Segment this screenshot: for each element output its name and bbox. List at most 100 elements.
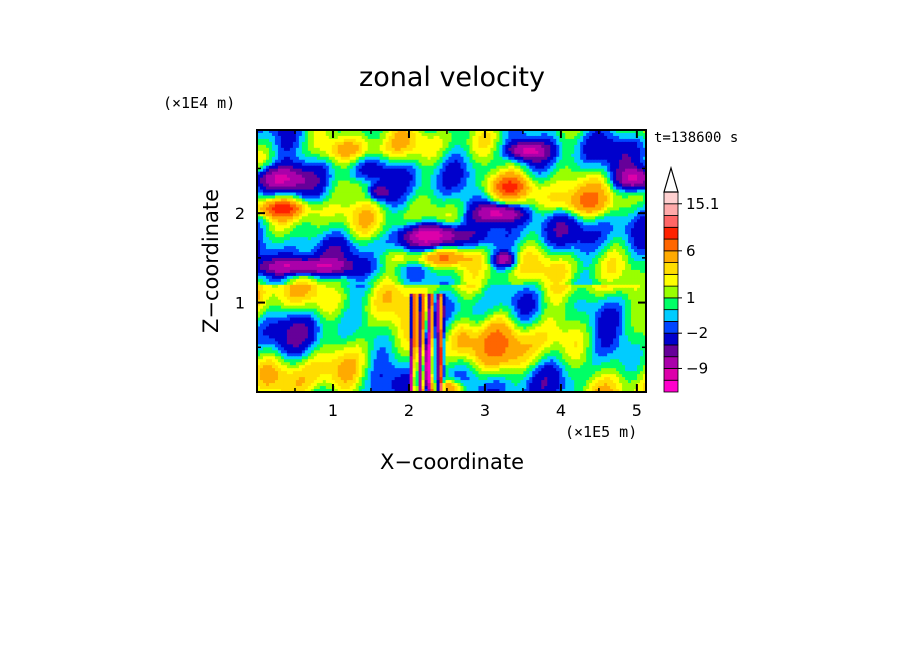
contour-cell [349,135,354,140]
contour-cell [496,204,500,209]
contour-cell [292,174,297,179]
contour-cell [289,135,294,140]
contour-cell [418,228,423,232]
contour-cell [370,147,375,152]
contour-cell [340,204,345,209]
contour-cell [430,225,435,229]
contour-cell [505,135,509,140]
contour-cell [337,156,342,161]
contour-cell [265,186,270,191]
contour-cell [556,198,560,203]
contour-cell [523,130,527,134]
contour-cell [523,162,527,167]
contour-cell [442,174,447,179]
contour-cell [523,240,527,244]
contour-cell [391,171,396,176]
contour-cell [274,138,279,143]
contour-cell [508,183,512,188]
contour-cell [265,225,270,229]
contour-cell [265,183,270,188]
contour-cell [475,153,480,158]
contour-cell [568,153,572,158]
contour-cell [538,192,542,197]
contour-cell [412,159,417,164]
contour-cell [586,162,590,167]
contour-cell [280,159,285,164]
contour-cell [349,159,354,164]
contour-cell [418,204,423,209]
contour-cell [577,240,581,244]
contour-cell [460,240,465,244]
contour-cell [535,183,539,188]
contour-cell [358,240,363,244]
contour-cell [514,171,518,176]
contour-cell [427,204,432,209]
contour-cell [286,183,291,188]
contour-cell [568,189,572,194]
contour-cell [379,243,384,247]
contour-cell [466,189,471,194]
contour-cell [286,168,291,173]
contour-cell [391,130,396,134]
contour-cell [325,130,330,134]
contour-cell [628,180,632,185]
contour-cell [601,210,605,214]
contour-cell [580,189,584,194]
contour-cell [283,177,288,182]
contour-cell [436,207,441,211]
contour-cell [394,177,399,182]
contour-cell [472,186,477,191]
contour-cell [310,243,315,247]
contour-cell [257,213,261,217]
contour-cell [301,240,306,244]
contour-cell [277,147,282,152]
contour-cell [262,192,267,197]
contour-cell [613,207,617,211]
contour-cell [343,180,348,185]
contour-cell [298,207,303,211]
contour-cell [580,171,584,176]
contour-cell [277,240,282,244]
contour-cell [280,153,285,158]
contour-cell [265,162,270,167]
contour-cell [493,207,497,211]
contour-cell [541,135,545,140]
contour-cell [574,210,578,214]
contour-cell [556,186,560,191]
contour-cell [481,216,486,220]
contour-cell [625,219,629,223]
contour-cell [478,165,483,170]
contour-cell [274,222,279,226]
contour-cell [265,177,270,182]
contour-cell [637,180,641,185]
contour-cell [610,210,614,214]
contour-cell [520,231,524,235]
contour-cell [418,240,423,244]
contour-cell [361,243,366,247]
contour-cell [565,141,569,146]
contour-cell [619,216,623,220]
contour-cell [289,213,294,217]
contour-cell [334,132,339,137]
contour-cell [610,237,614,241]
contour-cell [427,141,432,146]
contour-cell [592,216,596,220]
contour-cell [442,150,447,155]
contour-cell [625,228,629,232]
contour-cell [613,234,617,238]
contour-cell [397,130,402,134]
contour-cell [412,171,417,176]
contour-cell [616,177,620,182]
contour-cell [640,162,644,167]
contour-cell [277,150,282,155]
contour-cell [565,213,569,217]
contour-cell [352,234,357,238]
contour-cell [478,144,483,149]
contour-cell [487,228,491,232]
contour-cell [610,153,614,158]
contour-cell [559,213,563,217]
contour-cell [313,219,318,223]
contour-cell [619,234,623,238]
contour-cell [337,213,342,217]
contour-cell [283,213,288,217]
